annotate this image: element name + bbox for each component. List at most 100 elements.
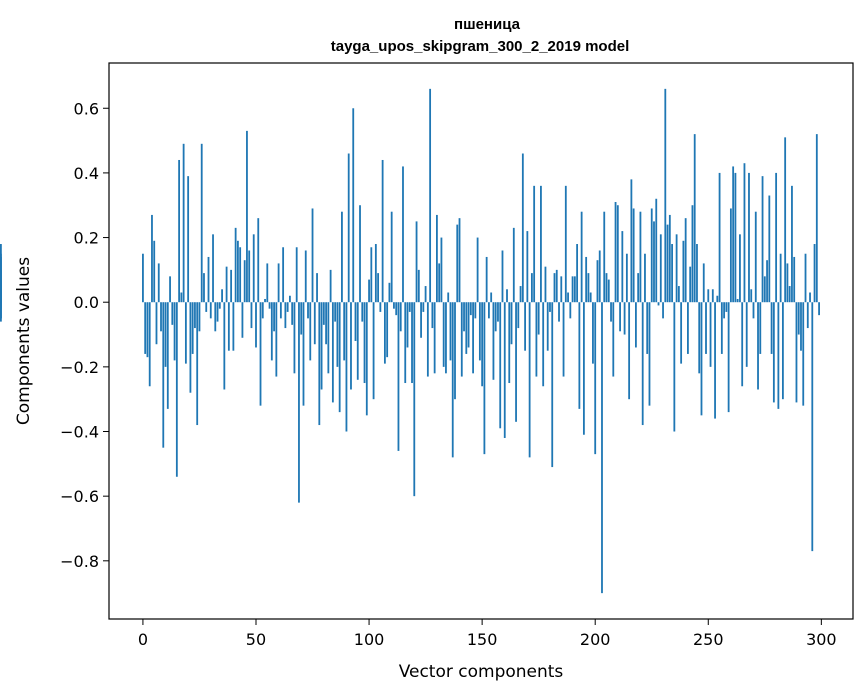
bar <box>537 302 540 335</box>
bar <box>402 166 404 303</box>
bar <box>463 302 465 332</box>
bar <box>304 250 307 303</box>
bar <box>246 130 248 303</box>
bar <box>512 227 515 303</box>
bar <box>449 302 452 361</box>
bar <box>739 234 741 303</box>
bar <box>395 302 398 316</box>
bar <box>268 302 271 309</box>
bar <box>720 302 723 354</box>
bar <box>555 269 558 303</box>
bar <box>365 302 368 416</box>
y-tick-label: −0.4 <box>60 423 99 442</box>
bar <box>576 244 579 303</box>
bar <box>431 302 434 329</box>
chart-title: пшеница <box>454 16 521 33</box>
bar <box>813 244 816 303</box>
bar <box>723 302 726 319</box>
bar <box>567 292 569 303</box>
bar <box>198 302 201 332</box>
bar <box>763 276 766 303</box>
bar <box>178 159 181 303</box>
bar <box>426 302 429 377</box>
bar <box>291 302 294 325</box>
bar <box>467 302 470 348</box>
bar <box>788 286 791 303</box>
bar <box>273 302 275 332</box>
bar <box>270 302 273 361</box>
bar <box>791 185 793 303</box>
bar <box>239 247 242 303</box>
bar <box>777 302 780 409</box>
bar <box>155 302 158 345</box>
bar <box>815 134 818 303</box>
bar <box>476 237 479 303</box>
x-tick-label: 200 <box>580 630 611 649</box>
bar <box>148 302 151 387</box>
bar <box>386 302 389 358</box>
bar <box>736 298 739 303</box>
bar <box>711 289 714 303</box>
bar <box>632 208 635 303</box>
bar <box>171 302 174 325</box>
bar <box>334 302 337 322</box>
bar <box>619 302 621 332</box>
bar <box>802 302 805 406</box>
bar <box>157 263 160 303</box>
bar <box>508 302 511 384</box>
bar <box>716 295 719 303</box>
bar <box>594 302 597 455</box>
bar <box>289 295 291 303</box>
bar <box>653 221 655 303</box>
bar <box>558 302 560 322</box>
bar <box>336 302 339 367</box>
bar <box>451 302 454 458</box>
bar <box>361 302 364 322</box>
bar <box>153 240 156 303</box>
bar <box>399 302 402 332</box>
bar <box>727 302 730 413</box>
bar <box>420 302 422 338</box>
bar <box>368 279 370 303</box>
bar <box>184 302 187 364</box>
y-axis-ticks: −0.8 −0.6 −0.4 −0.2 0.0 0.2 0.4 0.6 <box>60 99 109 571</box>
bar <box>442 302 445 367</box>
bar <box>293 302 296 374</box>
bar <box>214 302 217 332</box>
bar <box>582 302 585 435</box>
bar <box>209 302 212 319</box>
y-tick-label: 0.6 <box>74 99 99 118</box>
bar <box>811 302 814 552</box>
bar <box>714 302 716 419</box>
bar <box>191 302 194 354</box>
y-tick-label: 0.0 <box>74 293 99 312</box>
bar <box>553 273 556 303</box>
bar <box>318 302 321 426</box>
bar <box>173 302 176 361</box>
bar <box>359 205 361 303</box>
x-tick-label: 50 <box>246 630 266 649</box>
bar <box>734 172 737 303</box>
bar <box>313 302 316 345</box>
bar <box>560 276 563 303</box>
bar <box>503 302 506 438</box>
bar <box>223 302 226 390</box>
bar <box>347 153 350 303</box>
bar <box>818 302 820 316</box>
y-tick-label: 0.2 <box>74 229 99 248</box>
bar <box>596 260 599 303</box>
x-tick-label: 250 <box>693 630 724 649</box>
bar <box>569 302 572 319</box>
bar <box>460 302 463 377</box>
y-tick-label: −0.8 <box>60 552 99 571</box>
x-axis-ticks: 0 50 100 150 200 250 300 <box>138 619 837 649</box>
bar <box>189 302 192 393</box>
bar <box>664 88 667 303</box>
bar <box>266 263 269 303</box>
bar <box>0 244 2 303</box>
bar <box>381 159 384 303</box>
bar <box>684 218 687 303</box>
bar <box>166 302 169 409</box>
bar <box>592 302 594 364</box>
